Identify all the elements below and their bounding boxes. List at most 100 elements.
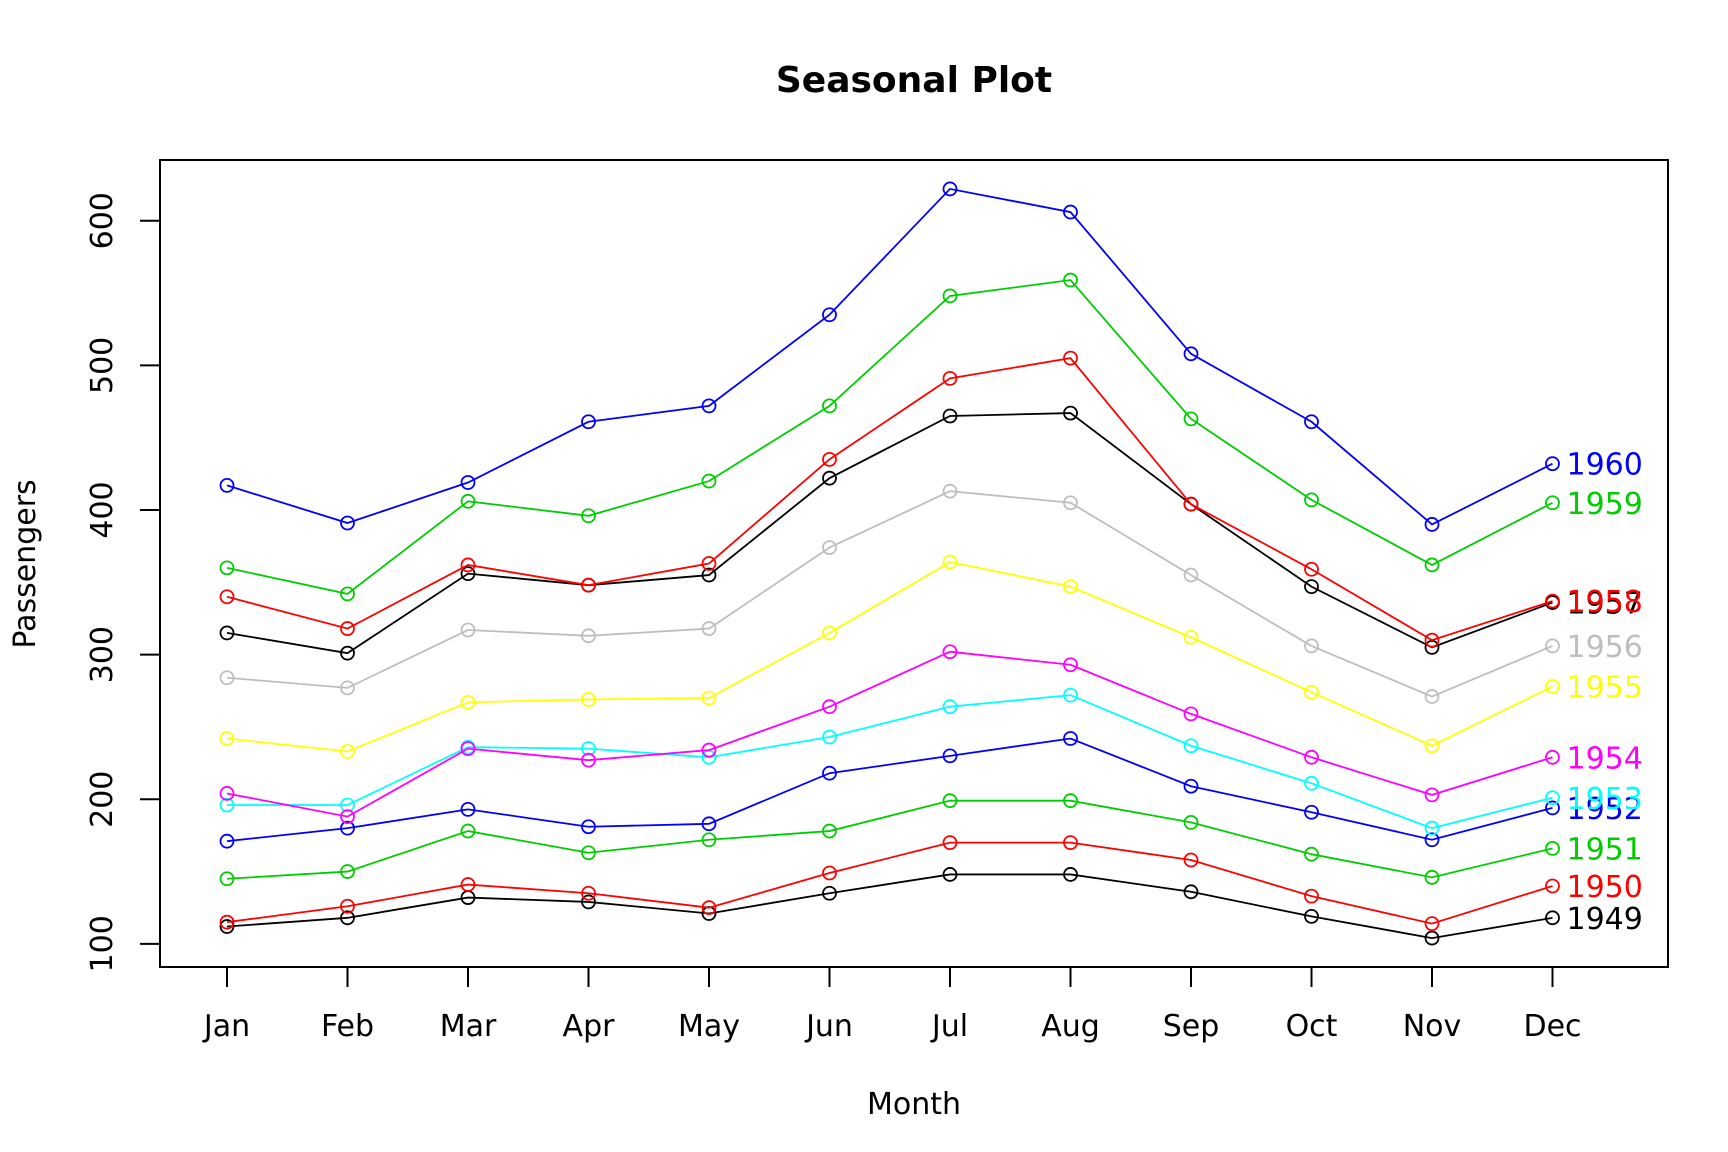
point-1959-jun xyxy=(822,398,837,414)
point-1960-jan xyxy=(219,478,235,493)
point-1952-apr xyxy=(581,819,596,835)
point-1954-feb xyxy=(340,809,355,824)
point-1960-jul xyxy=(942,181,958,197)
point-1952-jan xyxy=(219,833,235,849)
point-1954-mar xyxy=(460,741,476,757)
point-1950-dec xyxy=(1545,878,1560,894)
y-tick-label-100: 100 xyxy=(85,915,120,972)
point-1953-sep xyxy=(1183,738,1199,754)
series-line-1959 xyxy=(226,279,1553,595)
point-1953-nov xyxy=(1424,820,1440,836)
series-label-1952: 1952 xyxy=(1567,792,1643,827)
point-1952-may xyxy=(701,816,717,832)
point-1955-nov xyxy=(1424,738,1440,754)
point-1958-dec xyxy=(1545,593,1560,609)
series-1955 xyxy=(219,554,1560,759)
point-1959-mar xyxy=(460,493,476,509)
x-axis: Jan Feb Mar Apr May Jun Jul Aug Sep Oct Nov Dec xyxy=(202,967,1582,1044)
point-1956-jul xyxy=(942,483,958,499)
y-tick-label-200: 200 xyxy=(85,771,120,828)
point-1953-aug xyxy=(1063,687,1078,703)
series-1956 xyxy=(219,483,1560,704)
point-1949-jan xyxy=(219,919,235,934)
point-1957-jul xyxy=(942,408,958,424)
point-1950-feb xyxy=(340,898,355,914)
x-tick-label-jun: Jun xyxy=(804,1009,853,1044)
point-1957-mar xyxy=(460,566,476,582)
series-line-1958 xyxy=(226,357,1553,642)
point-1959-nov xyxy=(1424,557,1440,573)
point-1960-mar xyxy=(460,475,476,490)
point-1960-may xyxy=(701,398,717,414)
point-1957-jan xyxy=(219,625,235,641)
point-1951-jul xyxy=(942,793,958,809)
point-1953-jul xyxy=(942,699,958,715)
point-1949-jul xyxy=(942,867,958,882)
point-1951-mar xyxy=(460,823,476,839)
point-1954-aug xyxy=(1063,657,1078,673)
point-1952-jul xyxy=(942,748,958,764)
series-1954 xyxy=(219,644,1560,824)
point-1958-jun xyxy=(822,451,837,467)
series-line-1951 xyxy=(226,799,1553,880)
point-1960-apr xyxy=(581,414,596,430)
series-1958 xyxy=(219,350,1560,648)
point-1959-dec xyxy=(1545,495,1560,511)
point-1955-apr xyxy=(581,692,596,707)
point-1955-sep xyxy=(1183,629,1199,645)
point-1949-oct xyxy=(1304,908,1319,924)
point-1960-aug xyxy=(1063,204,1078,220)
point-1955-dec xyxy=(1545,679,1560,694)
series-1960 xyxy=(219,181,1560,532)
point-1959-jan xyxy=(219,560,235,576)
point-1955-feb xyxy=(340,744,355,759)
point-1950-aug xyxy=(1063,835,1078,851)
y-tick-label-400: 400 xyxy=(85,481,120,538)
point-1951-nov xyxy=(1424,869,1440,885)
point-1954-apr xyxy=(581,752,596,768)
point-1953-feb xyxy=(340,797,355,813)
plot-frame xyxy=(159,159,1669,968)
y-tick-label-300: 300 xyxy=(85,626,120,683)
point-1954-sep xyxy=(1183,706,1199,722)
x-tick-label-may: May xyxy=(678,1009,740,1044)
point-1959-sep xyxy=(1183,411,1199,427)
series-line-1960 xyxy=(226,187,1553,526)
point-1956-apr xyxy=(581,628,596,644)
point-1959-may xyxy=(701,473,717,489)
point-1956-nov xyxy=(1424,689,1440,704)
point-1951-sep xyxy=(1183,814,1199,830)
point-1956-sep xyxy=(1183,567,1199,583)
point-1959-feb xyxy=(340,586,355,602)
point-1950-jul xyxy=(942,835,958,851)
point-1950-may xyxy=(701,900,717,916)
point-1951-oct xyxy=(1304,846,1319,862)
point-1957-aug xyxy=(1063,405,1078,421)
point-1958-jan xyxy=(219,589,235,605)
x-tick-label-sep: Sep xyxy=(1163,1009,1220,1044)
x-tick-label-apr: Apr xyxy=(563,1009,616,1044)
point-1960-jun xyxy=(822,307,837,323)
point-1953-jan xyxy=(219,797,235,813)
x-tick-label-jan: Jan xyxy=(202,1009,250,1044)
point-1951-jun xyxy=(822,823,837,839)
y-axis-label: Passengers xyxy=(8,479,43,648)
point-1952-nov xyxy=(1424,832,1440,848)
point-1949-apr xyxy=(581,894,596,910)
point-1949-jun xyxy=(822,885,837,901)
series-line-1950 xyxy=(226,841,1553,925)
series-label-1953: 1953 xyxy=(1567,782,1643,817)
point-1954-jul xyxy=(942,644,958,660)
point-1960-sep xyxy=(1183,346,1199,362)
series-line-1949 xyxy=(226,873,1553,939)
point-1958-sep xyxy=(1183,496,1199,512)
y-tick-label-600: 600 xyxy=(85,192,120,249)
series-label-1956: 1956 xyxy=(1567,630,1643,665)
x-tick-label-dec: Dec xyxy=(1523,1009,1581,1044)
point-1952-mar xyxy=(460,801,476,817)
point-1952-sep xyxy=(1183,778,1199,794)
point-1957-feb xyxy=(340,645,355,661)
point-1955-aug xyxy=(1063,579,1078,595)
